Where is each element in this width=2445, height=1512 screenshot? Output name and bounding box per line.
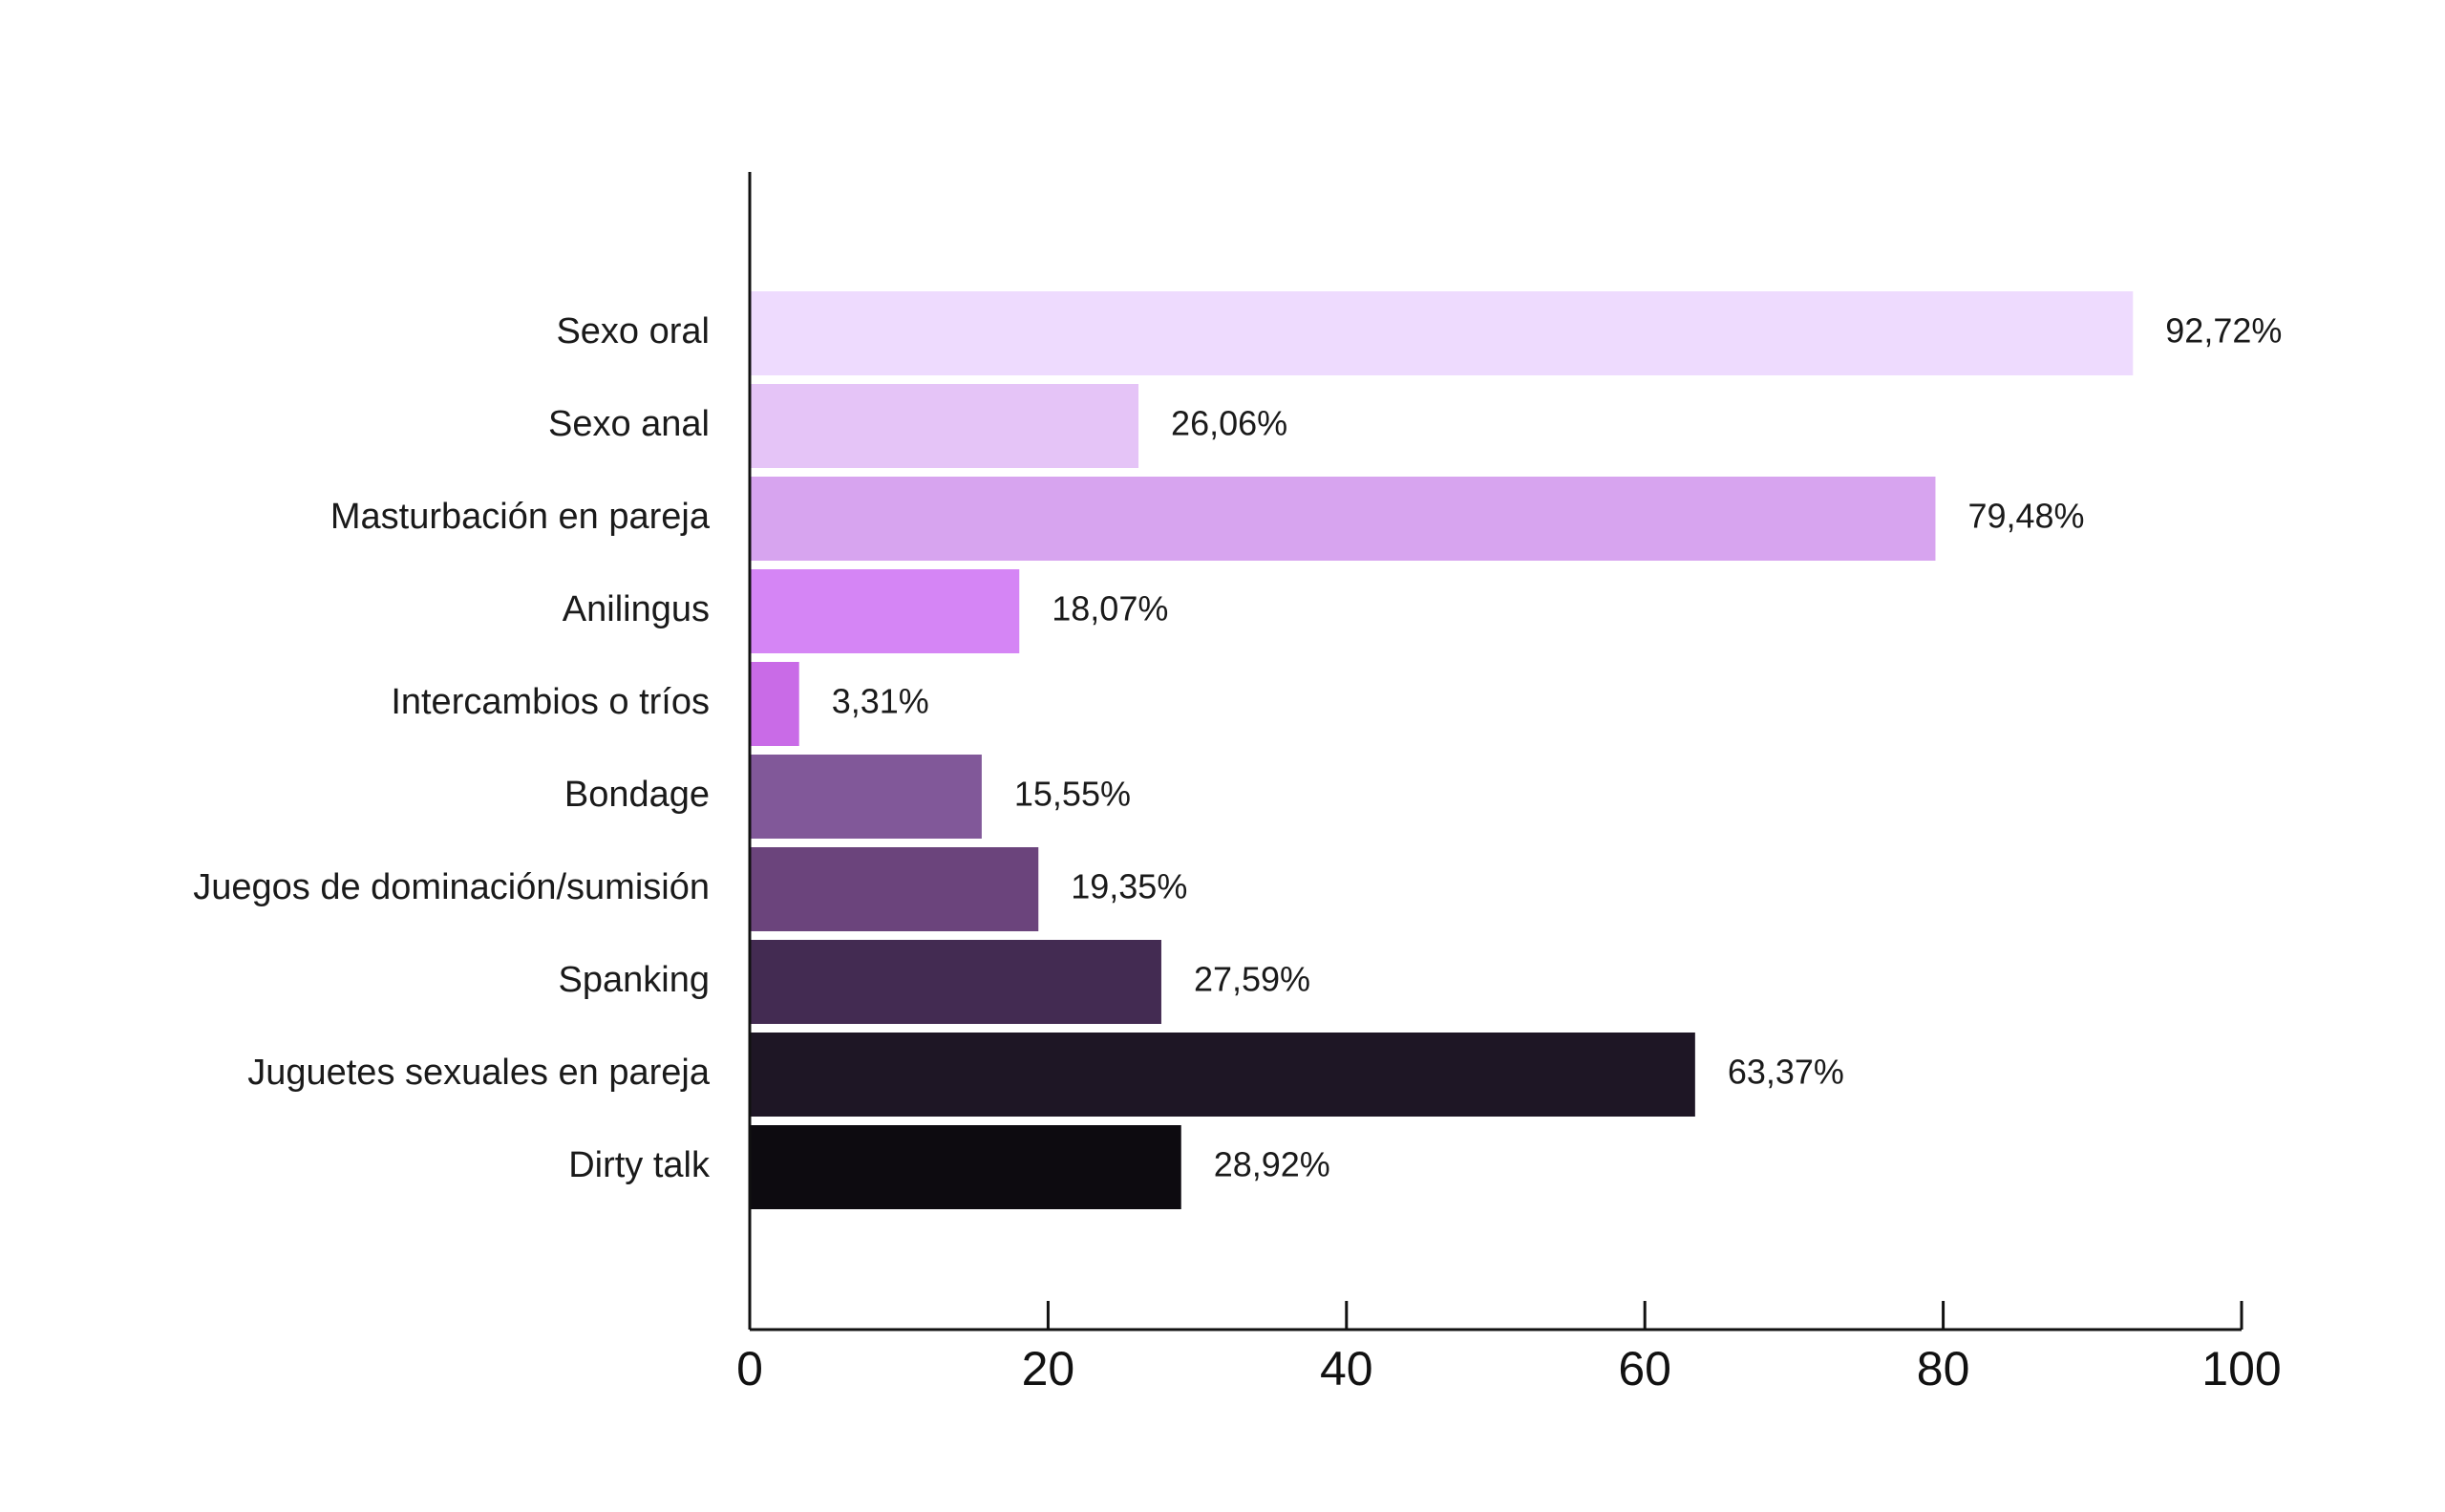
category-label: Anilingus (563, 589, 710, 629)
value-label: 92,72% (2165, 311, 2282, 351)
value-label: 63,37% (1728, 1053, 1844, 1092)
x-axis: 0 20 40 60 80 100 (736, 172, 2282, 1395)
bar-2 (750, 384, 1139, 468)
value-label: 79,48% (1967, 497, 2084, 536)
x-tick-label: 0 (736, 1342, 763, 1395)
bar-6 (750, 755, 982, 839)
bar-5 (750, 662, 799, 746)
category-label: Masturbación en pareja (330, 497, 711, 537)
value-label: 15,55% (1014, 775, 1131, 814)
category-label: Bondage (564, 775, 710, 815)
category-label: Juegos de dominación/sumisión (193, 867, 710, 907)
bar-10 (750, 1125, 1181, 1209)
category-label: Spanking (559, 960, 710, 1000)
bar-3 (750, 477, 1936, 561)
bar-7 (750, 847, 1039, 931)
value-label: 27,59% (1194, 960, 1310, 999)
category-label: Intercambios o tríos (391, 682, 710, 722)
value-label: 19,35% (1071, 867, 1187, 906)
value-label: 18,07% (1052, 589, 1168, 628)
labels-layer: Sexo oral 92,72% Sexo anal 26,06% Masturbaci… (193, 311, 2282, 1186)
bar-9 (750, 1033, 1695, 1117)
bars-layer (750, 291, 2134, 1209)
x-tick-label: 40 (1320, 1342, 1373, 1395)
category-label: Sexo oral (556, 311, 710, 351)
value-label: 26,06% (1171, 404, 1287, 443)
value-label: 28,92% (1214, 1145, 1330, 1184)
category-label: Juguetes sexuales en pareja (247, 1053, 711, 1093)
bar-4 (750, 569, 1020, 653)
bar-1 (750, 291, 2134, 375)
value-label: 3,31% (832, 682, 929, 721)
category-label: Sexo anal (548, 404, 710, 444)
category-label: Dirty talk (568, 1145, 711, 1185)
x-tick-label: 60 (1618, 1342, 1671, 1395)
bar-8 (750, 940, 1161, 1024)
x-tick-label: 20 (1022, 1342, 1075, 1395)
x-tick-label: 100 (2201, 1342, 2281, 1395)
x-tick-label: 80 (1917, 1342, 1970, 1395)
